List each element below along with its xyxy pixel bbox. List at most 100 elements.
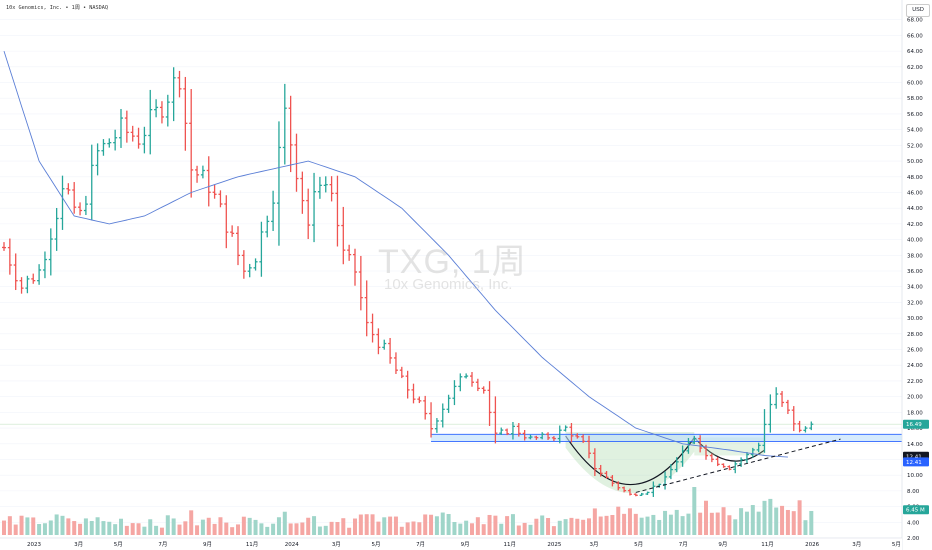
volume-bar <box>645 516 650 535</box>
ohlc-bar <box>633 493 638 497</box>
x-tick-label: 2026 <box>805 542 819 548</box>
ohlc-bar <box>236 226 240 266</box>
volume-bar <box>785 509 790 535</box>
y-tick-label: 40.00 <box>907 238 923 244</box>
ohlc-bar <box>13 253 18 291</box>
ohlc-bar <box>499 427 504 436</box>
ohlc-bar <box>622 486 627 493</box>
ohlc-bar <box>335 175 340 247</box>
x-tick-label: 2025 <box>547 542 561 548</box>
volume-bar <box>171 518 176 535</box>
volume-bar <box>674 509 679 535</box>
x-tick-label: 5月 <box>634 541 643 548</box>
y-tick-label: 2.00 <box>907 536 920 542</box>
volume-bar <box>177 524 182 535</box>
volume-bar <box>335 522 340 535</box>
ohlc-bar <box>83 195 88 216</box>
y-tick-label: 26.00 <box>907 348 923 354</box>
ohlc-bar <box>101 139 106 156</box>
ohlc-bar <box>744 452 749 464</box>
price-tag: 12.41 <box>903 457 929 467</box>
volume-bar <box>364 514 369 535</box>
ohlc-bar <box>329 176 334 202</box>
volume-bar <box>370 514 375 535</box>
y-tick-label: 24.00 <box>907 363 923 369</box>
volume-bar <box>639 517 644 535</box>
ohlc-bar <box>756 442 761 453</box>
volume-bar <box>780 505 785 535</box>
volume-bar <box>154 525 159 535</box>
volume-bar <box>434 516 439 535</box>
volume-bar <box>739 508 744 535</box>
ohlc-bar <box>136 127 141 149</box>
ohlc-bar <box>376 328 381 355</box>
ohlc-bar <box>241 250 246 279</box>
ohlc-bar <box>405 370 410 399</box>
volume-bar <box>493 515 498 535</box>
volume-bar <box>528 524 533 535</box>
ohlc-bar <box>253 258 258 271</box>
ohlc-bar <box>60 175 65 230</box>
volume-bar <box>271 523 276 535</box>
ohlc-bar <box>42 251 47 279</box>
ohlc-bar <box>95 143 100 176</box>
ohlc-bar <box>341 206 346 265</box>
x-tick-label: 7月 <box>158 541 167 548</box>
ohlc-bar <box>206 156 211 207</box>
ohlc-bar <box>294 133 299 192</box>
volume-bar <box>481 524 486 535</box>
y-tick-label: 22.00 <box>907 379 923 385</box>
volume-bar <box>715 512 720 535</box>
volume-bar <box>25 517 30 535</box>
volume-bar <box>610 515 615 535</box>
volume-bar <box>218 517 223 535</box>
watermark-company: 10x Genomics, Inc. <box>384 276 513 293</box>
volume-bar <box>633 513 638 535</box>
volume-bar <box>750 505 755 535</box>
ohlc-bar <box>271 190 276 231</box>
volume-bar <box>119 518 123 535</box>
currency-button[interactable]: USD <box>906 4 930 17</box>
ohlc-bar <box>171 67 176 122</box>
ohlc-bar <box>165 94 170 127</box>
x-tick-label: 3月 <box>74 541 83 548</box>
volume-bar <box>657 519 662 535</box>
ohlc-bar <box>440 403 445 428</box>
ohlc-bar <box>347 244 352 261</box>
volume-bar <box>101 521 106 535</box>
y-tick-label: 42.00 <box>907 222 923 228</box>
volume-bar <box>358 514 363 535</box>
ohlc-bar <box>119 108 123 148</box>
volume-bar <box>294 523 299 535</box>
ohlc-bar <box>651 481 656 497</box>
volume-bar <box>692 487 697 535</box>
ohlc-bar <box>434 418 439 433</box>
ohlc-bar <box>300 171 305 214</box>
ohlc-bar <box>218 190 223 208</box>
volume-bar <box>148 519 153 535</box>
volume-bar <box>417 522 422 535</box>
volume-bar <box>470 523 474 535</box>
ohlc-bar <box>195 165 200 183</box>
ohlc-bar <box>452 380 457 406</box>
volume-bar <box>241 516 246 535</box>
ohlc-bar <box>797 420 802 433</box>
ohlc-bar <box>709 453 714 463</box>
ohlc-bar <box>317 176 322 199</box>
ohlc-bar <box>423 395 428 420</box>
ohlc-bar <box>25 275 30 294</box>
x-tick-label: 2023 <box>27 542 41 548</box>
y-tick-label: 50.00 <box>907 159 923 165</box>
volume-bar <box>440 512 445 535</box>
volume-bar <box>42 523 47 535</box>
y-tick-label: 48.00 <box>907 175 923 181</box>
volume-bar <box>230 527 235 535</box>
y-tick-label: 16.00 <box>907 426 923 432</box>
volume-bar <box>95 517 100 535</box>
ohlc-bar <box>587 435 591 459</box>
volume-bar <box>809 510 814 535</box>
ohlc-bar <box>487 381 492 426</box>
x-tick-label: 7月 <box>416 541 425 548</box>
ohlc-bar <box>124 110 129 143</box>
